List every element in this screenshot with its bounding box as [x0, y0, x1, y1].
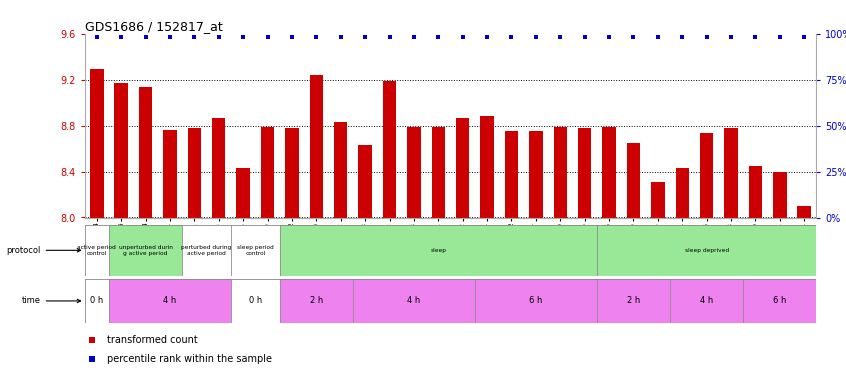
Text: 4 h: 4 h [163, 296, 177, 305]
Bar [627, 143, 640, 218]
Bar [359, 145, 372, 218]
Bar [724, 128, 738, 218]
Bar [231, 225, 280, 276]
Bar [602, 127, 616, 218]
Text: time: time [22, 296, 80, 305]
Text: 4 h: 4 h [700, 296, 713, 305]
Text: 0 h: 0 h [91, 296, 103, 305]
Bar [334, 122, 348, 218]
Bar [261, 127, 274, 218]
Bar [596, 225, 816, 276]
Text: unperturbed durin
g active period: unperturbed durin g active period [118, 245, 173, 256]
Bar [285, 128, 299, 218]
Bar [651, 182, 665, 218]
Bar [114, 83, 128, 218]
Bar [578, 128, 591, 218]
Text: perturbed during
active period: perturbed during active period [181, 245, 232, 256]
Bar [529, 131, 542, 218]
Text: protocol: protocol [6, 246, 80, 255]
Text: transformed count: transformed count [107, 335, 197, 345]
Bar [675, 168, 689, 217]
Text: 2 h: 2 h [627, 296, 640, 305]
Bar [280, 225, 596, 276]
Text: sleep: sleep [431, 248, 447, 253]
Bar [231, 279, 280, 322]
Bar [310, 75, 323, 217]
Bar [596, 279, 670, 322]
Text: GDS1686 / 152817_at: GDS1686 / 152817_at [85, 20, 222, 33]
Bar [90, 69, 103, 218]
Text: 2 h: 2 h [310, 296, 323, 305]
Bar [456, 118, 470, 218]
Bar [670, 279, 743, 322]
Bar [553, 127, 567, 218]
Bar [212, 118, 226, 218]
Bar [743, 279, 816, 322]
Bar [407, 127, 420, 218]
Bar [481, 116, 494, 218]
Bar [236, 168, 250, 217]
Bar [773, 171, 787, 217]
Bar [85, 279, 109, 322]
Bar [182, 225, 231, 276]
Bar [109, 279, 231, 322]
Bar [798, 206, 811, 218]
Bar [749, 166, 762, 218]
Bar [85, 225, 109, 276]
Bar [139, 87, 152, 218]
Text: 4 h: 4 h [407, 296, 420, 305]
Bar [109, 225, 182, 276]
Bar [505, 131, 519, 218]
Text: percentile rank within the sample: percentile rank within the sample [107, 354, 272, 364]
Bar [700, 132, 713, 218]
Bar [382, 81, 396, 218]
Bar [188, 128, 201, 218]
Text: 6 h: 6 h [773, 296, 787, 305]
Bar [431, 127, 445, 218]
Bar [280, 279, 353, 322]
Bar [163, 130, 177, 218]
Bar [353, 279, 475, 322]
Text: active period
control: active period control [78, 245, 116, 256]
Text: sleep deprived: sleep deprived [684, 248, 728, 253]
Text: 6 h: 6 h [530, 296, 542, 305]
Text: sleep period
control: sleep period control [237, 245, 274, 256]
Text: 0 h: 0 h [249, 296, 262, 305]
Bar [475, 279, 596, 322]
